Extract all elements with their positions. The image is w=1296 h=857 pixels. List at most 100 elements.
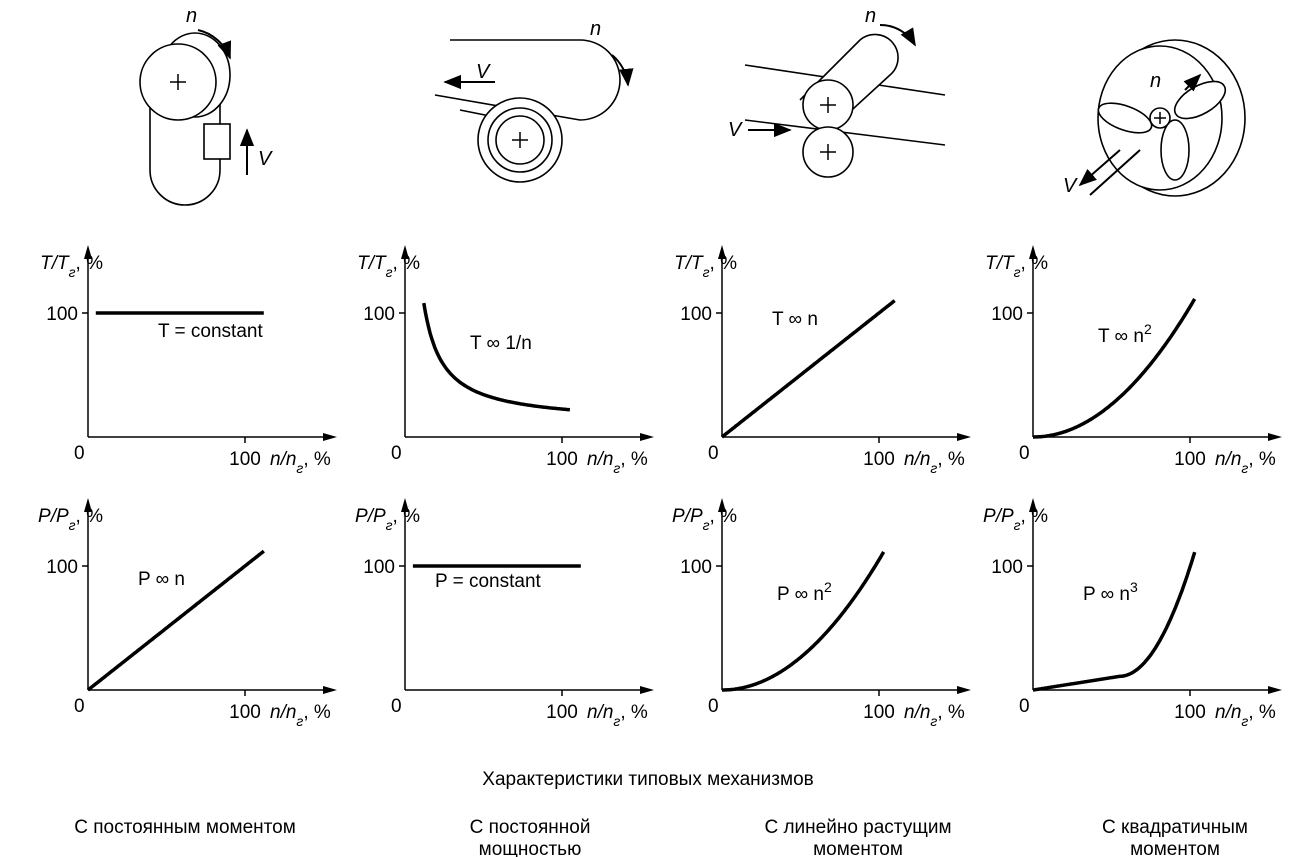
curve — [1032, 551, 1197, 692]
column-caption: С постоянным моментом — [74, 817, 296, 838]
symbol: n/n — [587, 702, 613, 723]
x-axis-label: n/nг, % — [904, 449, 965, 476]
unit: , % — [76, 506, 104, 527]
column-caption: моментом — [813, 839, 903, 857]
origin-label: 0 — [74, 696, 85, 717]
subscript: г — [69, 517, 76, 533]
unit: , % — [1021, 253, 1049, 274]
x-axis-label: n/nг, % — [587, 702, 648, 729]
unit: , % — [393, 253, 421, 274]
symbol: T/T — [674, 253, 704, 274]
subscript: г — [69, 264, 76, 280]
x-axis-label: n/nг, % — [270, 702, 331, 729]
tick — [399, 565, 563, 696]
x-tick-label: 100 — [229, 702, 261, 723]
unit: , % — [303, 449, 331, 470]
subscript: г — [386, 264, 393, 280]
x-axis-label: n/nг, % — [1215, 702, 1276, 729]
symbol: T/T — [985, 253, 1015, 274]
rotation-label: n — [590, 18, 601, 40]
symbol: P/P — [983, 506, 1014, 527]
torque-chart: 0 100 100 T = constant — [46, 245, 337, 470]
axes — [721, 249, 967, 438]
symbol: n/n — [270, 702, 296, 723]
rotation-label: n — [186, 5, 197, 27]
subscript: г — [1241, 460, 1248, 476]
exponent: 2 — [824, 579, 832, 595]
unit: , % — [710, 253, 738, 274]
symbol: T/T — [40, 253, 70, 274]
subscript: г — [386, 517, 393, 533]
y-axis-label: P/Pг, % — [355, 506, 420, 533]
illustration-winder: n V — [434, 18, 634, 183]
x-axis-label: n/nг, % — [587, 449, 648, 476]
x-tick-label: 100 — [1174, 702, 1206, 723]
unit: , % — [620, 702, 648, 723]
power-chart: 0 100 100 P ∞ n2 — [680, 498, 971, 723]
y-tick-label: 100 — [991, 304, 1023, 325]
y-axis-label: P/Pг, % — [983, 506, 1048, 533]
curve — [86, 549, 265, 692]
curve-label: P ∞ n — [138, 569, 185, 590]
x-axis-label: n/nг, % — [1215, 449, 1276, 476]
unit: , % — [1021, 506, 1049, 527]
y-axis-label: T/Tг, % — [357, 253, 420, 280]
origin-label: 0 — [1019, 443, 1030, 464]
power-chart: 0 100 100 P = constant — [363, 498, 654, 723]
origin-label: 0 — [391, 696, 402, 717]
rotation-label: n — [865, 5, 876, 27]
unit: , % — [303, 702, 331, 723]
column-caption: С линейно растущим — [764, 817, 951, 838]
unit: , % — [937, 449, 965, 470]
column-caption: С квадратичным — [1102, 817, 1248, 838]
y-axis-label: P/Pг, % — [672, 506, 737, 533]
illustration-hoist: n V — [139, 5, 273, 206]
curve — [722, 550, 886, 692]
curve-label: P ∞ n2 — [777, 579, 832, 605]
subscript: г — [703, 264, 710, 280]
speed-label: V — [258, 148, 273, 170]
arrow — [401, 498, 654, 694]
tick — [716, 312, 880, 443]
curve — [720, 299, 896, 439]
curve-label: T ∞ 1/n — [470, 333, 532, 354]
axes — [721, 502, 967, 691]
unit: , % — [620, 449, 648, 470]
curve-formula: T ∞ n — [772, 309, 818, 330]
curve-label: T ∞ n — [772, 309, 818, 330]
column-caption: моментом — [1130, 839, 1220, 857]
power-chart: 0 100 100 P ∞ n — [46, 498, 337, 723]
speed-label: V — [1063, 175, 1078, 197]
axes — [87, 249, 333, 438]
curve-formula: T = constant — [158, 321, 263, 342]
y-tick-label: 100 — [363, 557, 395, 578]
unit: , % — [937, 702, 965, 723]
tick — [82, 312, 246, 443]
y-tick-label: 100 — [680, 304, 712, 325]
curve-formula: T ∞ 1/n — [470, 333, 532, 354]
unit: , % — [1248, 702, 1276, 723]
x-tick-label: 100 — [1174, 449, 1206, 470]
subscript: г — [703, 517, 710, 533]
x-tick-label: 100 — [863, 449, 895, 470]
axes — [1032, 249, 1278, 438]
x-axis-label: n/nг, % — [904, 702, 965, 729]
y-tick-label: 100 — [46, 557, 78, 578]
speed-label: V — [476, 61, 491, 83]
symbol: n/n — [587, 449, 613, 470]
origin-label: 0 — [1019, 696, 1030, 717]
subscript: г — [930, 460, 937, 476]
subscript: г — [613, 713, 620, 729]
column-caption: С постоянной — [470, 817, 591, 838]
symbol: P/P — [355, 506, 386, 527]
unit: , % — [76, 253, 104, 274]
unit: , % — [710, 506, 738, 527]
symbol: n/n — [904, 702, 930, 723]
curve-formula: P = constant — [435, 571, 542, 592]
origin-label: 0 — [708, 443, 719, 464]
exponent: 3 — [1130, 579, 1138, 595]
y-tick-label: 100 — [363, 304, 395, 325]
y-axis-label: T/Tг, % — [985, 253, 1048, 280]
unit: , % — [393, 506, 421, 527]
